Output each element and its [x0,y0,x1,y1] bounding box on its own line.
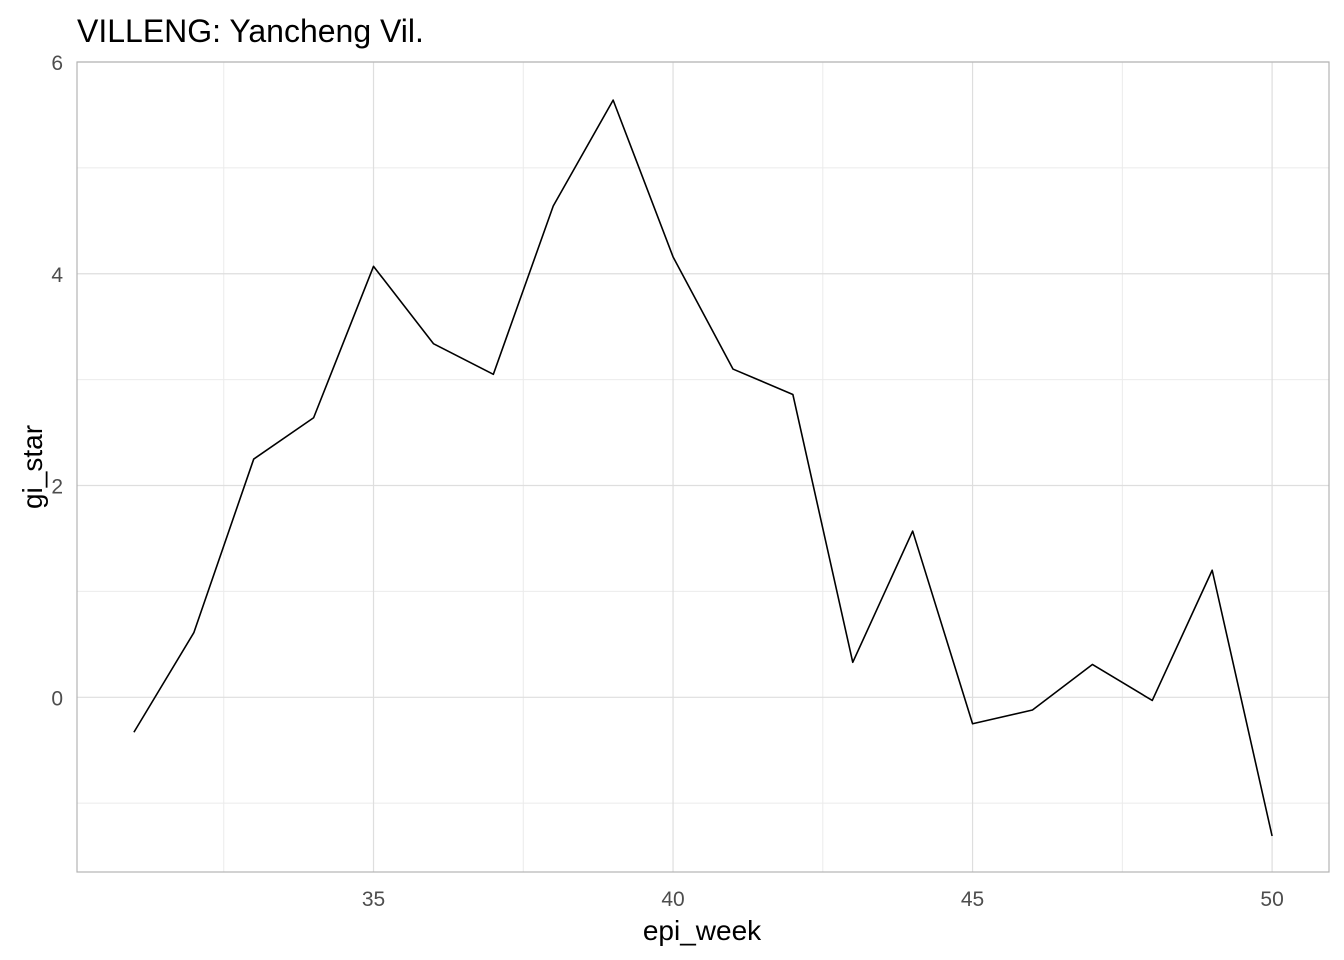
x-tick-label: 45 [961,888,984,911]
y-axis-ticks: 0 2 4 6 [51,52,63,710]
x-tick-label: 35 [362,888,385,911]
series-line [133,99,1273,837]
y-axis-label: gi_star [17,425,48,509]
x-axis-label: epi_week [643,915,762,946]
x-axis-ticks: 35 40 45 50 [362,888,1284,911]
x-tick-label: 40 [661,888,684,911]
y-tick-label: 2 [51,476,63,499]
y-tick-label: 6 [51,52,63,75]
grid-lines [77,61,1329,872]
series-layer [133,99,1273,837]
y-tick-label: 0 [51,687,63,710]
chart-title: VILLENG: Yancheng Vil. [77,13,424,49]
y-tick-label: 4 [51,264,63,287]
plot-panel-border [76,61,1330,873]
x-tick-label: 50 [1260,888,1283,911]
